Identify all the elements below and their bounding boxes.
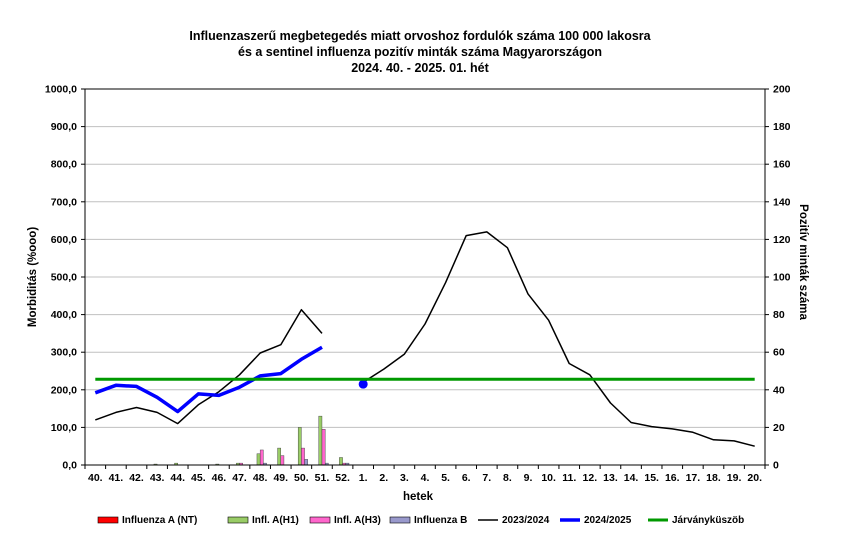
y-axis-right: 0 20 40 60 80 100 120 140 160 180 200 — [765, 84, 791, 472]
x-tick-label: 50. — [294, 472, 309, 484]
y-axis-right-title: Pozitív minták száma — [797, 204, 809, 320]
legend-swatch — [309, 516, 331, 524]
title-line-3: 2024. 40. - 2025. 01. hét — [351, 61, 489, 75]
title-line-1: Influenzaszerű megbetegedés miatt orvosh… — [189, 29, 651, 43]
y-axis-left: 0,0 100,0 200,0 300,0 400,0 500,0 600,0 700,0 80… — [45, 84, 85, 472]
y-right-tick-label: 140 — [773, 196, 791, 208]
x-tick-label: 49. — [273, 472, 288, 484]
x-tick-label: 19. — [727, 472, 742, 484]
x-tick-label: 20. — [747, 472, 762, 484]
y-left-tick-label: 400,0 — [51, 309, 77, 321]
legend-swatch — [389, 516, 411, 524]
y-right-tick-label: 160 — [773, 159, 791, 171]
bar — [256, 453, 261, 466]
legend-label: 2024/2025 — [584, 515, 632, 526]
grid — [85, 126, 765, 428]
y-right-tick-label: 180 — [773, 121, 791, 133]
legend-label: Infl. A(H3) — [334, 515, 381, 526]
bar-series — [153, 415, 350, 466]
x-tick-label: 44. — [170, 472, 185, 484]
bar — [318, 415, 323, 466]
legend-label: Járványküszöb — [672, 515, 744, 526]
x-tick-label: 48. — [253, 472, 268, 484]
x-tick-label: 13. — [603, 472, 618, 484]
y-right-tick-label: 40 — [773, 384, 785, 396]
y-axis-left-title: Morbiditás (%ooo) — [27, 227, 39, 327]
y-left-tick-label: 1000,0 — [45, 84, 77, 96]
x-tick-label: 9. — [524, 472, 533, 484]
y-left-tick-label: 700,0 — [51, 196, 77, 208]
x-tick-label: 42. — [129, 472, 144, 484]
y-left-tick-label: 600,0 — [51, 234, 77, 246]
bar — [259, 449, 264, 466]
y-right-tick-label: 80 — [773, 309, 785, 321]
y-right-tick-label: 100 — [773, 272, 791, 284]
x-tick-label: 52. — [335, 472, 350, 484]
x-tick-label: 8. — [503, 472, 512, 484]
x-tick-label: 16. — [665, 472, 680, 484]
y-left-tick-label: 800,0 — [51, 159, 77, 171]
x-tick-label: 51. — [315, 472, 330, 484]
y-right-tick-label: 0 — [773, 460, 779, 472]
legend-swatch — [227, 516, 249, 524]
series-point — [358, 379, 368, 389]
x-tick-label: 15. — [644, 472, 659, 484]
x-tick-label: 3. — [400, 472, 409, 484]
bar — [280, 455, 285, 466]
y-left-tick-label: 0,0 — [62, 460, 77, 472]
series-line — [362, 231, 755, 447]
series-line — [94, 345, 323, 414]
legend: Influenza A (NT) Infl. A(H1) Infl. A(H3) In… — [97, 515, 744, 526]
x-tick-label: 6. — [462, 472, 471, 484]
x-tick-label: 12. — [583, 472, 598, 484]
line-series — [94, 231, 755, 447]
title-line-2: és a sentinel influenza pozitív minták s… — [238, 45, 602, 59]
x-tick-label: 4. — [421, 472, 430, 484]
x-tick-label: 40. — [88, 472, 103, 484]
y-right-tick-label: 120 — [773, 234, 791, 246]
x-tick-label: 45. — [191, 472, 206, 484]
x-tick-label: 46. — [212, 472, 227, 484]
x-tick-label: 47. — [232, 472, 247, 484]
bar — [321, 429, 326, 466]
y-left-tick-label: 300,0 — [51, 347, 77, 359]
x-tick-label: 1. — [359, 472, 368, 484]
x-axis: 40. 41. 42. 43. 44. 45. 46. 47. 48. 49. 50. 51. 52. 1… — [84, 465, 766, 484]
x-tick-label: 7. — [482, 472, 491, 484]
x-axis-title: hetek — [403, 491, 434, 503]
legend-label: Influenza A (NT) — [122, 515, 197, 526]
x-tick-label: 2. — [379, 472, 388, 484]
chart-title: Influenzaszerű megbetegedés miatt orvosh… — [189, 29, 651, 75]
bar — [301, 447, 305, 466]
x-tick-label: 11. — [562, 472, 576, 484]
legend-label: Infl. A(H1) — [252, 515, 299, 526]
x-tick-label: 14. — [624, 472, 639, 484]
y-left-tick-label: 200,0 — [51, 384, 77, 396]
legend-label: 2023/2024 — [502, 515, 550, 526]
series-line — [95, 308, 323, 425]
x-tick-label: 10. — [541, 472, 556, 484]
legend-swatch — [97, 516, 119, 524]
y-right-tick-label: 20 — [773, 422, 785, 434]
x-tick-label: 41. — [109, 472, 124, 484]
y-left-tick-label: 100,0 — [51, 422, 77, 434]
x-tick-label: 17. — [686, 472, 701, 484]
bar — [277, 447, 281, 466]
y-right-tick-label: 200 — [773, 84, 791, 96]
bar — [304, 459, 308, 466]
y-left-tick-label: 500,0 — [51, 272, 77, 284]
legend-label: Influenza B — [414, 515, 467, 526]
bar — [339, 457, 343, 466]
y-left-tick-label: 900,0 — [51, 121, 77, 133]
x-tick-label: 43. — [150, 472, 165, 484]
x-tick-label: 5. — [441, 472, 450, 484]
x-tick-label: 18. — [706, 472, 721, 484]
bar — [297, 427, 302, 466]
y-right-tick-label: 60 — [773, 347, 785, 359]
